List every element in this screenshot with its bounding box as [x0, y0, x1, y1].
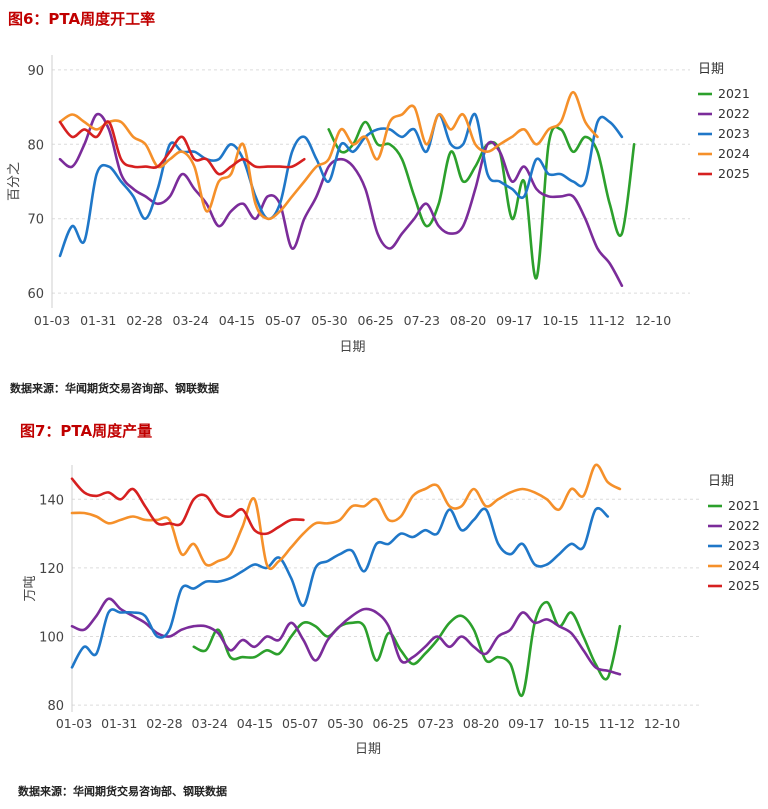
chart2-legend-label-2024: 2024 — [728, 558, 760, 573]
chart1-x-tick-label: 08-20 — [450, 313, 486, 328]
chart2-x-tick-label: 10-15 — [553, 716, 589, 731]
chart1-x-tick-label: 01-31 — [80, 313, 116, 328]
chart2-legend-label-2022: 2022 — [728, 518, 760, 533]
chart2-y-tick-label: 140 — [39, 493, 64, 508]
chart1-figure-title: 图6：PTA周度开工率 — [8, 10, 156, 28]
chart2-legend-label-2025: 2025 — [728, 578, 760, 593]
chart1-series-2024-line — [58, 90, 599, 221]
chart1-legend-label-2023: 2023 — [718, 126, 750, 141]
chart1-line-chart: 60 70 80 90 01-03 01-31 02-28 03-24 04-15 05-07 05… — [7, 55, 750, 355]
chart1-series-2023-line — [58, 112, 624, 258]
chart1-x-tick-label: 11-12 — [589, 313, 625, 328]
chart2-y-tick-label: 100 — [39, 631, 64, 646]
chart1-x-tick-label: 05-30 — [311, 313, 347, 328]
chart1-y-tick-label: 70 — [27, 213, 44, 228]
chart1-y-tick-label: 90 — [27, 64, 44, 79]
chart2-series-2025-line — [70, 477, 305, 536]
chart2-x-tick-label: 04-15 — [237, 716, 273, 731]
chart2-figure-title: 图7：PTA周度产量 — [20, 422, 153, 440]
chart1-y-tick-label: 60 — [27, 287, 44, 302]
chart1-x-tick-label: 03-24 — [173, 313, 209, 328]
chart2-legend-label-2021: 2021 — [728, 498, 760, 513]
chart1-x-tick-label: 09-17 — [496, 313, 532, 328]
chart2-y-axis-title: 万吨 — [23, 575, 38, 601]
chart1-legend-label-2022: 2022 — [718, 106, 750, 121]
chart1-legend-label-2021: 2021 — [718, 86, 750, 101]
chart2-x-tick-label: 01-31 — [101, 716, 137, 731]
chart1-series-2025-line — [58, 120, 306, 176]
chart1-x-tick-label: 07-23 — [404, 313, 440, 328]
chart2-source-note: 数据来源：华闻期货交易咨询部、钢联数据 — [18, 785, 227, 798]
chart2-y-tick-label: 80 — [47, 699, 64, 714]
chart2-x-tick-label: 01-03 — [56, 716, 92, 731]
chart1-x-tick-label: 04-15 — [219, 313, 255, 328]
chart2-y-tick-label: 120 — [39, 562, 64, 577]
chart2-x-tick-label: 06-25 — [372, 716, 408, 731]
chart2-series-2023-line — [70, 507, 610, 669]
chart1-x-tick-label: 01-03 — [34, 313, 70, 328]
chart1-legend-label-2024: 2024 — [718, 146, 750, 161]
chart1-legend-title: 日期 — [698, 62, 724, 77]
chart1-y-axis-title: 百分之 — [7, 162, 22, 201]
chart1-x-axis-title: 日期 — [339, 340, 365, 355]
chart2-x-tick-label: 03-24 — [192, 716, 228, 731]
chart1-source-note: 数据来源：华闻期货交易咨询部、钢联数据 — [10, 382, 219, 395]
chart1-x-tick-label: 10-15 — [542, 313, 578, 328]
chart1-y-tick-label: 80 — [27, 138, 44, 153]
chart2-x-tick-label: 11-12 — [599, 716, 635, 731]
chart2-x-axis-title: 日期 — [355, 742, 381, 757]
chart2-series-2021-line — [192, 600, 622, 698]
chart2-x-tick-label: 05-30 — [327, 716, 363, 731]
chart1-x-tick-label: 06-25 — [357, 313, 393, 328]
chart2-x-tick-label: 07-23 — [418, 716, 454, 731]
chart2-series-2024-line — [70, 463, 622, 571]
chart2-legend-label-2023: 2023 — [728, 538, 760, 553]
chart1-x-tick-label: 05-07 — [265, 313, 301, 328]
chart2-line-chart: 80 100 120 140 01-03 01-31 02-28 03-24 04-15 05-0… — [23, 463, 760, 757]
chart2-x-tick-label: 12-10 — [644, 716, 680, 731]
chart2-x-tick-label: 08-20 — [463, 716, 499, 731]
chart1-x-tick-label: 12-10 — [635, 313, 671, 328]
chart1-legend-label-2025: 2025 — [718, 166, 750, 181]
chart2-legend-title: 日期 — [708, 474, 734, 489]
chart2-x-tick-label: 02-28 — [146, 716, 182, 731]
chart1-x-tick-label: 02-28 — [126, 313, 162, 328]
chart2-x-tick-label: 09-17 — [508, 716, 544, 731]
chart2-x-tick-label: 05-07 — [282, 716, 318, 731]
